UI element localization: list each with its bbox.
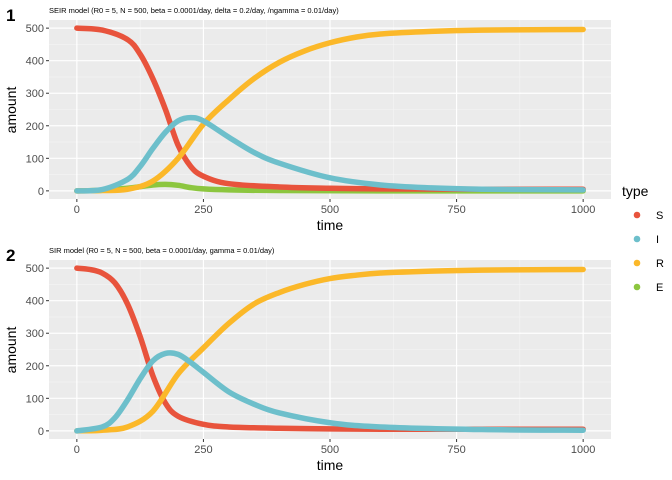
y-tick-label: 500 <box>26 23 44 35</box>
y-tick-label: 400 <box>26 56 44 68</box>
y-tick-label: 0 <box>38 426 44 438</box>
panel-1-series <box>74 25 586 194</box>
y-tick-label: 300 <box>26 88 44 100</box>
panel-1-y-axis-title: amount <box>3 87 19 134</box>
y-tick-label: 500 <box>26 263 44 275</box>
x-tick-label: 500 <box>321 444 339 456</box>
series-line-I <box>74 114 586 194</box>
y-tick-label: 300 <box>26 328 44 340</box>
x-tick-label: 500 <box>321 204 339 216</box>
y-tick-label: 200 <box>26 121 44 133</box>
panel-1: 1 SEIR model (R0 = 5, N = 500, beta = 0.… <box>3 6 611 233</box>
x-tick-label: 0 <box>74 444 80 456</box>
series-line-I <box>74 350 586 434</box>
panel-2-title: SIR model (R0 = 5, N = 500, beta = 0.000… <box>49 246 275 255</box>
legend-key-E <box>633 283 641 291</box>
panel-1-ticks: 0 250 500 750 1000 0 100 200 300 400 500 <box>26 23 596 216</box>
y-tick-label: 200 <box>26 361 44 373</box>
x-tick-label: 0 <box>74 204 80 216</box>
legend-label-R: R <box>656 258 664 270</box>
panel-2-ticks: 0 250 500 750 1000 0 100 200 300 400 500 <box>26 263 596 456</box>
panel-2: 2 SIR model (R0 = 5, N = 500, beta = 0.0… <box>3 246 611 473</box>
y-tick-label: 100 <box>26 153 44 165</box>
x-tick-label: 750 <box>447 204 465 216</box>
legend-label-I: I <box>656 234 659 246</box>
legend-key-S <box>633 211 641 219</box>
y-tick-label: 400 <box>26 296 44 308</box>
legend-key-R <box>633 259 641 267</box>
legend-key-I <box>633 235 641 243</box>
x-tick-label: 750 <box>447 444 465 456</box>
y-tick-label: 100 <box>26 393 44 405</box>
panel-1-x-axis-title: time <box>317 217 344 233</box>
panel-2-grid <box>49 260 611 439</box>
legend-title: type <box>622 183 649 199</box>
x-tick-label: 250 <box>194 444 212 456</box>
y-tick-label: 0 <box>38 186 44 198</box>
legend-label-S: S <box>656 210 663 222</box>
x-tick-label: 1000 <box>571 444 595 456</box>
x-tick-label: 1000 <box>571 204 595 216</box>
panel-2-y-axis-title: amount <box>3 327 19 374</box>
panel-1-tag: 1 <box>6 6 15 25</box>
series-line-S <box>74 25 586 193</box>
panel-2-series <box>74 265 586 434</box>
panel-1-title: SEIR model (R0 = 5, N = 500, beta = 0.00… <box>49 6 339 15</box>
panel-2-x-axis-title: time <box>317 457 344 473</box>
legend-label-E: E <box>656 282 663 294</box>
x-tick-label: 250 <box>194 204 212 216</box>
panel-2-tag: 2 <box>6 246 15 265</box>
